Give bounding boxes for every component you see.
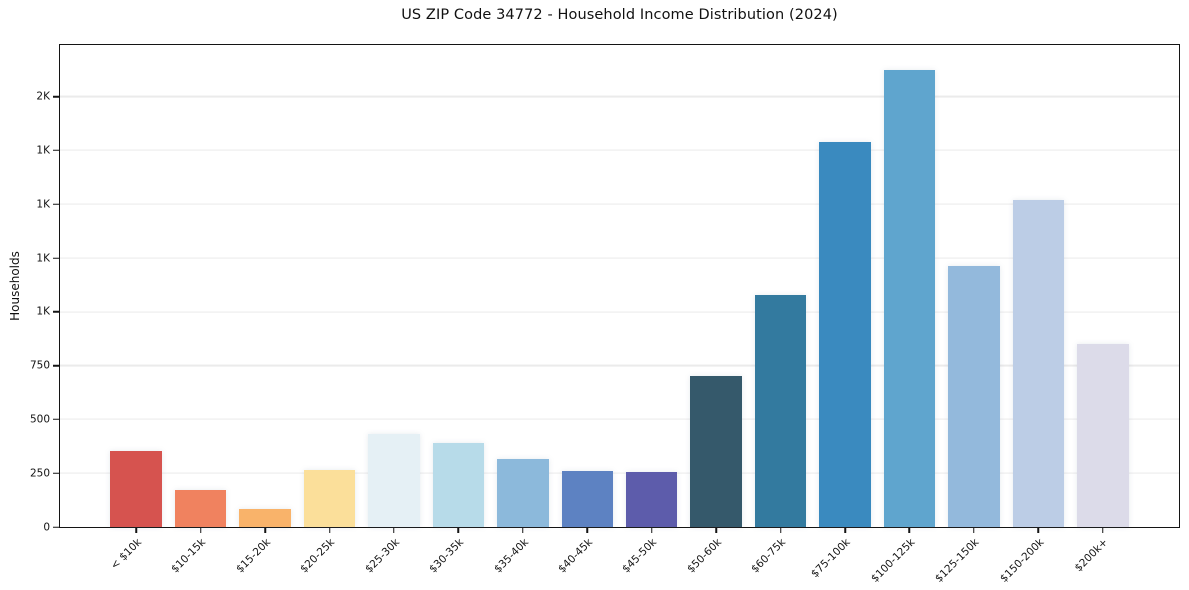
y-tick-label: 0: [43, 520, 50, 533]
x-tick-mark: [586, 528, 589, 533]
x-tick-label: $15-20k: [233, 536, 273, 576]
y-tick-mark: [53, 526, 59, 528]
x-tick-label: $40-45k: [555, 536, 596, 576]
plot-area: 0 250 500 750 1K 1K 1K 1K 2K < $10k $10-15k $15-20…: [30, 44, 1180, 585]
x-tick-mark: [908, 528, 911, 533]
y-tick-mark: [53, 364, 59, 367]
y-axis-label: Households: [8, 251, 23, 321]
bar-20-25k: [303, 469, 356, 527]
x-tick-mark: [844, 528, 846, 533]
y-tick-label: 2K: [36, 90, 50, 103]
y-tick-label: 500: [29, 413, 50, 426]
y-tick-mark: [53, 311, 59, 313]
x-tick-mark: [135, 528, 137, 533]
bar-slot: $125-150k: [933, 45, 1006, 585]
bar-150-200k: [1012, 199, 1065, 527]
x-tick-label: < $10k: [108, 536, 144, 572]
gridline: [60, 418, 1179, 421]
bar-35-40k: [497, 459, 549, 527]
bar-slot: $25-30k: [362, 45, 426, 575]
bar-50-60k: [690, 376, 742, 527]
y-tick-label: 1K: [36, 197, 50, 210]
bars-layer: < $10k $10-15k $15-20k $20-25k $25-30k $30-35…: [60, 45, 1179, 585]
bar-slot: $60-75k: [748, 45, 812, 575]
y-axis-label-wrap: Households: [0, 44, 30, 528]
bar-slot: < $10k: [104, 45, 168, 572]
bar-10k: [110, 450, 162, 527]
x-tick-label: $10-15k: [169, 536, 209, 576]
gridline: [60, 472, 1179, 474]
x-tick-mark: [779, 528, 782, 533]
bar-slot: $100-125k: [869, 45, 941, 585]
x-tick-mark: [457, 528, 460, 533]
bar-25-30k: [368, 434, 420, 527]
x-tick-mark: [522, 528, 524, 533]
x-tick-label: $45-50k: [620, 536, 660, 576]
x-tick-mark: [973, 528, 975, 533]
x-tick-mark: [715, 528, 717, 533]
x-tick-mark: [1037, 528, 1040, 533]
bar-125-150k: [948, 265, 1000, 527]
y-tick-mark: [53, 472, 59, 474]
x-tick-mark: [650, 528, 653, 533]
x-tick-label: $75-100k: [809, 536, 853, 581]
x-tick-label: $60-75k: [749, 536, 789, 576]
bar-slot: $150-200k: [998, 45, 1070, 585]
gridline: [60, 257, 1179, 259]
x-tick-mark: [1102, 528, 1104, 533]
bar-slot: $200k+: [1071, 45, 1135, 574]
bar-10-15k: [174, 490, 227, 527]
bar-15-20k: [239, 509, 291, 527]
y-tick-label: 1K: [36, 251, 50, 264]
y-tick-mark: [53, 95, 59, 98]
gridline: [60, 96, 1179, 98]
x-tick-label: $30-35k: [427, 536, 467, 576]
x-tick-label: $100-125k: [868, 536, 918, 585]
y-tick-label: 1K: [36, 305, 50, 318]
x-tick-mark: [199, 528, 202, 533]
x-tick-mark: [328, 528, 331, 533]
gridline: [60, 203, 1179, 205]
y-tick-label: 1K: [36, 144, 50, 157]
gridline: [60, 149, 1179, 152]
chart-title: US ZIP Code 34772 - Household Income Dis…: [401, 7, 838, 23]
bar-40-45k: [561, 470, 614, 527]
x-tick-label: $150-200k: [997, 536, 1047, 585]
bar-slot: $50-60k: [684, 45, 748, 575]
x-tick-label: $200k+: [1072, 536, 1111, 575]
x-tick-label: $125-150k: [933, 536, 982, 585]
y-tick-mark: [53, 257, 59, 259]
x-tick-label: $50-60k: [684, 536, 724, 576]
y-tick-mark: [53, 418, 59, 421]
gridline: [60, 365, 1179, 367]
bar-slot: $20-25k: [297, 45, 361, 575]
x-tick-label: $35-40k: [491, 536, 531, 576]
x-tick-mark: [264, 528, 266, 533]
bar-45-50k: [625, 471, 678, 527]
bar-100-125k: [883, 69, 936, 527]
bar-slot: $30-35k: [426, 45, 490, 575]
bar-30-35k: [432, 443, 485, 527]
x-tick-mark: [393, 528, 395, 533]
bar-60-75k: [754, 294, 807, 527]
bar-slot: $15-20k: [233, 45, 297, 575]
x-tick-label: $20-25k: [298, 536, 338, 576]
y-tick-label: 250: [29, 466, 50, 479]
bar-75-100k: [819, 141, 871, 527]
x-tick-label: $25-30k: [362, 536, 402, 576]
y-tick-mark: [53, 149, 59, 152]
gridline: [60, 311, 1179, 313]
bar-slot: $40-45k: [555, 45, 619, 575]
y-tick-mark: [53, 203, 59, 205]
bar-slot: $35-40k: [491, 45, 555, 575]
y-tick-label: 750: [29, 359, 50, 372]
bar-slot: $45-50k: [620, 45, 684, 575]
bar-slot: $75-100k: [809, 45, 877, 580]
bar-slot: $10-15k: [168, 45, 232, 575]
bar-200k: [1077, 343, 1129, 527]
